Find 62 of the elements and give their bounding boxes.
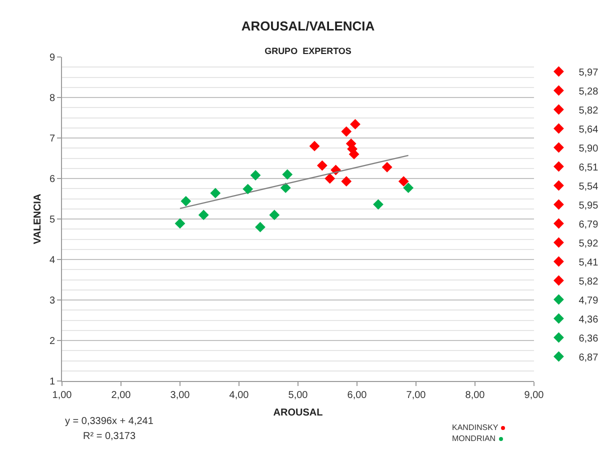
point (316, 160, 328, 171)
chart-title: AROUSAL/VALENCIA (241, 18, 376, 34)
legend-label: 5,82 (578, 105, 599, 116)
point (269, 210, 280, 220)
legend-label: 5,82 (578, 276, 599, 288)
point (373, 199, 384, 210)
x-tick-label: 6,00 (347, 390, 368, 401)
point (180, 196, 192, 206)
y-tick-label: 9 (49, 52, 56, 64)
y-tick-label: 8 (49, 93, 56, 104)
point (280, 182, 291, 194)
y-tick-label: 3 (49, 296, 56, 306)
y-tick-label: 2 (49, 336, 56, 347)
chart-subtitle: GRUPO EXPERTOS (264, 46, 352, 56)
legend-label: 6,36 (578, 333, 599, 344)
y-tick-label: 6 (49, 174, 56, 185)
x-axis-title: AROUSAL (273, 408, 323, 418)
point (382, 162, 392, 172)
legend-label: 5,28 (578, 86, 599, 98)
point (174, 218, 186, 229)
legend-label: 5,54 (578, 181, 599, 192)
text: MONDRIAN (452, 434, 496, 443)
x-tick-label: 9,00 (524, 390, 544, 401)
x-tick-label: 8,00 (465, 390, 486, 401)
y-tick-label: 7 (49, 134, 56, 144)
legend-label: 5,90 (578, 143, 599, 154)
point (250, 170, 261, 180)
point (255, 222, 266, 232)
x-tick-label: 2,00 (111, 390, 132, 401)
point (198, 210, 209, 220)
legend-label: 5,97 (578, 67, 599, 78)
y-tick-label: 4 (49, 255, 56, 266)
point (398, 176, 409, 187)
legend-label: 5,41 (578, 257, 599, 268)
y-tick-label: 1 (49, 376, 56, 388)
x-tick-label: 4,00 (229, 390, 250, 401)
legend-label: 5,95 (578, 200, 599, 212)
legend-label: 6,87 (578, 352, 599, 364)
x-tick-label: 3,00 (170, 390, 190, 401)
text: R² = 0,3173 (83, 431, 136, 442)
point (282, 169, 293, 180)
point (309, 140, 320, 152)
point (350, 119, 360, 130)
legend-label: 6,79 (578, 219, 599, 230)
point (403, 182, 414, 194)
y-tick-label: 5 (49, 214, 56, 226)
legend-label: 6,51 (578, 162, 599, 174)
x-tick-label: 5,00 (288, 390, 308, 401)
point (210, 188, 221, 198)
point (341, 126, 352, 137)
x-tick-label: 1,00 (52, 390, 72, 401)
text: y = 0,3396x + 4,241 (65, 416, 154, 427)
point (242, 184, 254, 194)
legend-label: 4,79 (578, 295, 599, 306)
legend-label: 5,92 (578, 238, 599, 250)
x-tick-label: 7,00 (406, 390, 426, 401)
legend-label: 4,36 (578, 314, 599, 326)
point (324, 173, 336, 184)
point (341, 176, 352, 187)
legend-label: 5,64 (578, 124, 599, 136)
y-axis-title: VALENCIA (32, 194, 44, 244)
text: KANDINSKY (452, 423, 498, 432)
